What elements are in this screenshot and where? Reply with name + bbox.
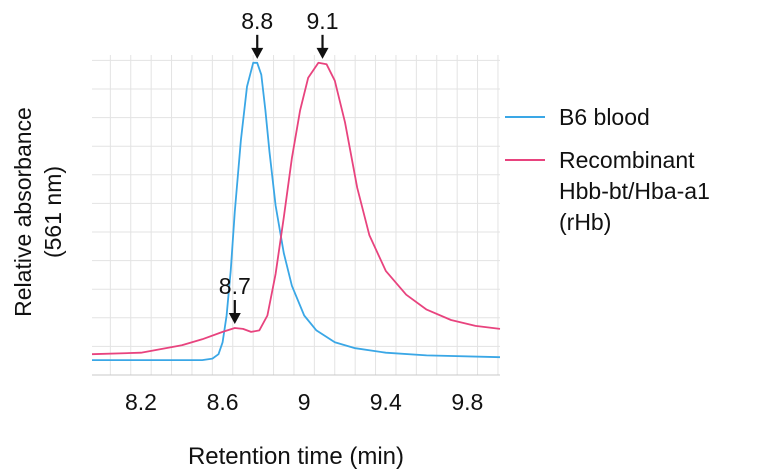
- x-tick-label: 9.8: [451, 389, 483, 415]
- y-axis-label-line: (561 nm): [40, 166, 66, 258]
- legend-label: B6 blood: [559, 104, 650, 130]
- legend: B6 blood Recombinant Hbb-bt/Hba-a1 (rHb): [505, 104, 710, 235]
- annotation-arrow-head: [228, 313, 241, 325]
- annotation-label: 9.1: [307, 8, 339, 34]
- annotation-label: 8.8: [241, 8, 273, 34]
- peak-annotations: 8.8 9.1 8.7: [219, 8, 339, 325]
- x-axis-label: Retention time (min): [188, 443, 404, 470]
- series-lines: [91, 61, 501, 361]
- legend-label: Hbb-bt/Hba-a1: [559, 178, 710, 204]
- legend-label: (rHb): [559, 209, 611, 235]
- legend-label: Recombinant: [559, 147, 695, 173]
- x-tick-label: 9.4: [370, 389, 402, 415]
- y-axis-label: Relative absorbance (561 nm): [10, 107, 66, 317]
- x-tick-label: 8.2: [125, 389, 157, 415]
- grid-lines: [92, 55, 500, 375]
- x-tick-label: 9: [298, 389, 311, 415]
- y-axis-label-line: Relative absorbance: [10, 107, 36, 317]
- series-line-rhb: [91, 61, 501, 356]
- series-line-b6-blood: [92, 61, 501, 361]
- annotation-arrow-head: [316, 47, 329, 59]
- annotation-label: 8.7: [219, 273, 251, 299]
- x-tick-labels: 8.2 8.6 9 9.4 9.8: [125, 389, 483, 415]
- annotation-arrow-head: [251, 47, 264, 59]
- x-tick-label: 8.6: [207, 389, 239, 415]
